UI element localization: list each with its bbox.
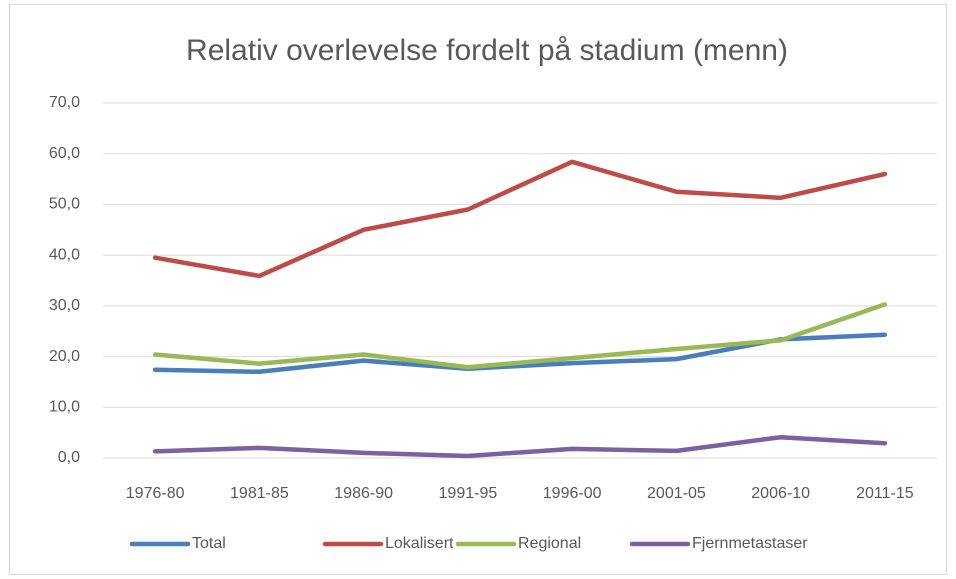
- series-line: [152, 302, 888, 370]
- legend-label: Regional: [518, 535, 581, 552]
- x-tick-label: 1976-80: [126, 485, 185, 502]
- y-tick-label: 30,0: [49, 297, 80, 314]
- x-tick-label: 1986-90: [334, 485, 393, 502]
- y-tick-label: 20,0: [49, 348, 80, 365]
- y-tick-label: 60,0: [49, 145, 80, 162]
- chart-frame: [9, 4, 947, 575]
- chart-title: Relativ overlevelse fordelt på stadium (…: [186, 34, 788, 67]
- y-tick-label: 10,0: [49, 399, 80, 416]
- x-tick-label: 2006-10: [751, 485, 810, 502]
- x-tick-label: 1991-95: [439, 485, 498, 502]
- y-tick-label: 50,0: [49, 196, 80, 213]
- x-tick-label: 1981-85: [230, 485, 289, 502]
- legend-label: Lokalisert: [385, 535, 454, 552]
- y-tick-label: 0,0: [58, 449, 80, 466]
- legend-label: Total: [192, 535, 226, 552]
- legend-label: Fjernmetastaser: [692, 535, 808, 552]
- series-line: [152, 434, 888, 459]
- y-tick-label: 40,0: [49, 246, 80, 263]
- x-tick-label: 2001-05: [647, 485, 706, 502]
- x-tick-label: 2011-15: [856, 485, 914, 502]
- y-tick-label: 70,0: [49, 94, 80, 111]
- x-tick-label: 1996-00: [543, 485, 602, 502]
- series-line: [152, 159, 888, 279]
